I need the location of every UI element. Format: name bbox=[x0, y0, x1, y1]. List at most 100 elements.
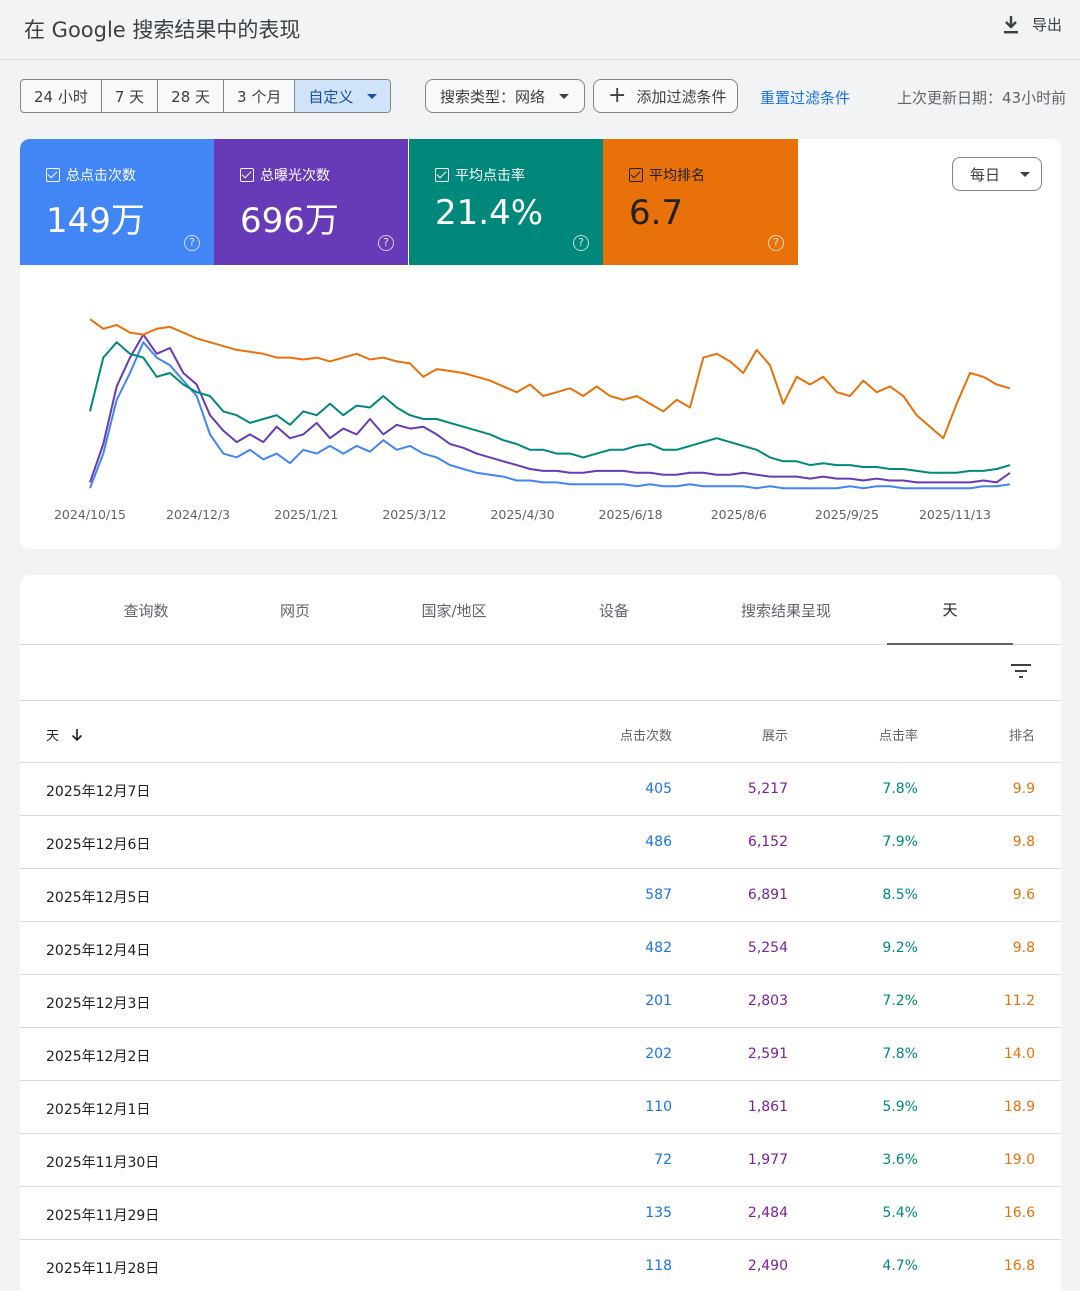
tab-days[interactable]: 天 bbox=[887, 575, 1013, 645]
cell-clicks: 587 bbox=[645, 887, 672, 903]
export-button[interactable]: 导出 bbox=[1002, 14, 1062, 35]
date-range-selector: 24 小时 7 天 28 天 3 个月 自定义 bbox=[20, 79, 392, 113]
cell-ctr: 5.4% bbox=[882, 1205, 918, 1221]
x-tick-label: 2025/4/30 bbox=[490, 507, 554, 522]
cell-impressions: 2,490 bbox=[747, 1258, 788, 1274]
table-row[interactable]: 2025年12月5日 587 6,891 8.5% 9.6 bbox=[20, 869, 1061, 922]
cell-clicks: 118 bbox=[645, 1258, 672, 1274]
metric-label-clicks: 总点击次数 bbox=[46, 165, 136, 185]
cell-ctr: 4.7% bbox=[882, 1258, 918, 1274]
table-row[interactable]: 2025年12月1日 110 1,861 5.9% 18.9 bbox=[20, 1081, 1061, 1134]
metric-value-position: 6.7 bbox=[629, 193, 684, 233]
metric-label-text: 总曝光次数 bbox=[260, 168, 330, 184]
metric-card-position[interactable]: 平均排名 6.7 ? bbox=[603, 139, 798, 265]
metric-card-clicks[interactable]: 总点击次数 149万 ? bbox=[20, 139, 214, 265]
series-line-1 bbox=[89, 333, 1011, 484]
cell-impressions: 5,217 bbox=[747, 781, 788, 797]
range-3m-button[interactable]: 3 个月 bbox=[224, 80, 296, 112]
filter-icon[interactable] bbox=[1011, 663, 1031, 679]
cell-impressions: 2,803 bbox=[747, 993, 788, 1009]
cell-day: 2025年12月2日 bbox=[46, 1049, 151, 1065]
table-row[interactable]: 2025年12月2日 202 2,591 7.8% 14.0 bbox=[20, 1028, 1061, 1081]
page-title: 在 Google 搜索结果中的表现 bbox=[24, 18, 301, 42]
cell-clicks: 405 bbox=[645, 781, 672, 797]
arrow-down-icon bbox=[71, 728, 83, 741]
cell-day: 2025年12月5日 bbox=[46, 890, 151, 906]
cell-clicks: 201 bbox=[645, 993, 672, 1009]
range-custom-label: 自定义 bbox=[308, 87, 354, 106]
add-filter-button[interactable]: + 添加过滤条件 bbox=[593, 79, 738, 113]
column-header-impressions[interactable]: 展示 bbox=[761, 729, 788, 744]
cell-position: 9.8 bbox=[1012, 940, 1035, 956]
caret-down-icon bbox=[1020, 171, 1031, 177]
column-header-position[interactable]: 排名 bbox=[1008, 729, 1035, 744]
range-24h-button[interactable]: 24 小时 bbox=[21, 80, 102, 112]
table-row[interactable]: 2025年11月30日 72 1,977 3.6% 19.0 bbox=[20, 1134, 1061, 1187]
metric-label-text: 总点击次数 bbox=[66, 168, 136, 184]
search-type-label: 搜索类型：网络 bbox=[440, 87, 546, 106]
help-icon[interactable]: ? bbox=[378, 235, 394, 251]
reset-filters-link[interactable]: 重置过滤条件 bbox=[760, 89, 851, 107]
column-header-ctr[interactable]: 点击率 bbox=[878, 729, 918, 744]
range-28d-button[interactable]: 28 天 bbox=[158, 80, 225, 112]
series-line-0 bbox=[89, 341, 1011, 490]
column-header-day-label: 天 bbox=[46, 729, 60, 744]
help-icon[interactable]: ? bbox=[184, 235, 200, 251]
cell-position: 11.2 bbox=[1003, 993, 1035, 1009]
performance-line-chart: 2024/10/15 2024/12/3 2025/1/21 2025/3/12 202… bbox=[54, 318, 1011, 522]
series-line-3 bbox=[89, 318, 1011, 440]
checkbox-checked-icon bbox=[240, 168, 254, 182]
cell-position: 9.6 bbox=[1012, 887, 1035, 903]
tab-queries[interactable]: 查询数 bbox=[123, 601, 169, 620]
caret-down-icon bbox=[367, 93, 378, 99]
last-updated-text: 上次更新日期：43小时前 bbox=[897, 89, 1067, 107]
granularity-dropdown[interactable]: 每日 bbox=[952, 157, 1042, 191]
checkbox-checked-icon bbox=[46, 168, 60, 182]
table-row[interactable]: 2025年12月7日 405 5,217 7.8% 9.9 bbox=[20, 763, 1061, 816]
cell-ctr: 5.9% bbox=[882, 1099, 918, 1115]
series-line-2 bbox=[89, 341, 1011, 474]
cell-position: 16.6 bbox=[1003, 1205, 1035, 1221]
cell-day: 2025年11月30日 bbox=[46, 1155, 160, 1171]
cell-impressions: 1,977 bbox=[747, 1152, 788, 1168]
range-custom-button[interactable]: 自定义 bbox=[295, 80, 391, 112]
metric-card-impressions[interactable]: 总曝光次数 696万 ? bbox=[214, 139, 408, 265]
search-type-dropdown[interactable]: 搜索类型：网络 bbox=[425, 79, 585, 113]
checkbox-checked-icon bbox=[629, 168, 643, 182]
help-icon[interactable]: ? bbox=[768, 235, 784, 251]
column-header-clicks[interactable]: 点击次数 bbox=[619, 729, 672, 744]
cell-impressions: 1,861 bbox=[747, 1099, 788, 1115]
tab-devices[interactable]: 设备 bbox=[598, 601, 629, 620]
cell-ctr: 3.6% bbox=[882, 1152, 918, 1168]
column-header-day[interactable]: 天 bbox=[46, 725, 83, 744]
cell-ctr: 7.2% bbox=[882, 993, 918, 1009]
cell-day: 2025年12月1日 bbox=[46, 1102, 151, 1118]
filter-bar: 24 小时 7 天 28 天 3 个月 自定义 搜索类型：网络 + 添加过滤条件… bbox=[20, 79, 1080, 113]
metric-card-ctr[interactable]: 平均点击率 21.4% ? bbox=[409, 139, 603, 265]
tab-pages[interactable]: 网页 bbox=[279, 601, 310, 620]
tab-countries[interactable]: 国家/地区 bbox=[421, 601, 487, 620]
cell-position: 9.8 bbox=[1012, 834, 1035, 850]
table-row[interactable]: 2025年12月6日 486 6,152 7.9% 9.8 bbox=[20, 816, 1061, 869]
cell-ctr: 8.5% bbox=[882, 887, 918, 903]
cell-impressions: 6,891 bbox=[747, 887, 788, 903]
tab-search-appearance[interactable]: 搜索结果呈现 bbox=[740, 601, 831, 620]
table-row[interactable]: 2025年11月28日 118 2,490 4.7% 16.8 bbox=[20, 1240, 1061, 1291]
cell-impressions: 2,591 bbox=[747, 1046, 788, 1062]
x-tick-label: 2024/10/15 bbox=[54, 507, 126, 522]
cell-ctr: 9.2% bbox=[882, 940, 918, 956]
help-icon[interactable]: ? bbox=[573, 235, 589, 251]
table-row[interactable]: 2025年12月4日 482 5,254 9.2% 9.8 bbox=[20, 922, 1061, 975]
metric-value-impressions: 696万 bbox=[240, 201, 339, 241]
metric-label-text: 平均点击率 bbox=[455, 168, 525, 184]
cell-clicks: 110 bbox=[645, 1099, 672, 1115]
metric-value-clicks: 149万 bbox=[46, 201, 145, 241]
plus-icon: + bbox=[608, 83, 627, 108]
table-row[interactable]: 2025年11月29日 135 2,484 5.4% 16.6 bbox=[20, 1187, 1061, 1240]
table-row[interactable]: 2025年12月3日 201 2,803 7.2% 11.2 bbox=[20, 975, 1061, 1028]
range-7d-button[interactable]: 7 天 bbox=[102, 80, 159, 112]
performance-chart-card: 总点击次数 149万 ? 总曝光次数 696万 ? 平均点击率 21.4% ? … bbox=[20, 139, 1061, 549]
cell-day: 2025年12月7日 bbox=[46, 784, 151, 800]
cell-impressions: 5,254 bbox=[747, 940, 788, 956]
checkbox-checked-icon bbox=[435, 168, 449, 182]
